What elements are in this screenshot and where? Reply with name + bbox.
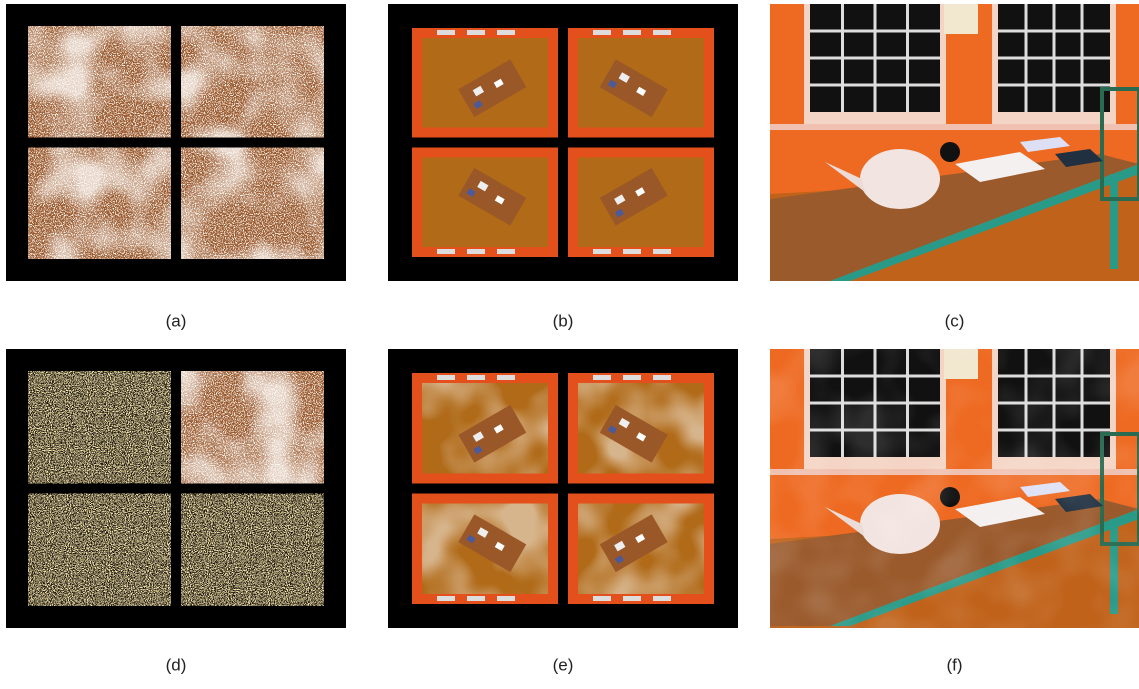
- panel: [770, 349, 1139, 628]
- window: [497, 249, 515, 254]
- window: [653, 249, 671, 254]
- window: [593, 596, 611, 601]
- window: [653, 30, 671, 35]
- window: [653, 375, 671, 380]
- window: [623, 30, 641, 35]
- window: [467, 30, 485, 35]
- panel: [6, 349, 346, 628]
- table-leg: [1110, 174, 1118, 269]
- panel: [6, 4, 346, 281]
- window: [437, 596, 455, 601]
- panel-label: (b): [553, 311, 574, 330]
- speckle: [181, 148, 324, 260]
- panel-label: (a): [166, 311, 187, 330]
- window: [593, 375, 611, 380]
- figure: (a) (b) (c) (d) (e) (f): [0, 0, 1139, 684]
- panel-label: (e): [553, 655, 574, 674]
- panel-label: (d): [166, 655, 187, 674]
- picture: [944, 4, 978, 34]
- speckle: [28, 494, 171, 607]
- window: [467, 375, 485, 380]
- window: [623, 596, 641, 601]
- panel: [388, 4, 738, 281]
- window: [497, 375, 515, 380]
- window: [437, 249, 455, 254]
- window: [593, 30, 611, 35]
- speckle: [181, 494, 324, 607]
- window: [497, 596, 515, 601]
- panel: [770, 4, 1139, 281]
- window: [653, 596, 671, 601]
- speckle: [28, 148, 171, 260]
- speckle: [28, 26, 171, 138]
- window: [623, 249, 641, 254]
- speckle: [181, 26, 324, 138]
- panel-label: (c): [945, 311, 965, 330]
- teapot: [860, 149, 940, 209]
- speckle: [181, 371, 324, 484]
- window: [593, 249, 611, 254]
- window: [623, 375, 641, 380]
- trim: [770, 124, 1139, 130]
- ball: [940, 142, 960, 162]
- window: [437, 30, 455, 35]
- panel: [388, 349, 738, 628]
- window: [467, 596, 485, 601]
- panel-label: (f): [946, 655, 962, 674]
- speckle: [28, 371, 171, 484]
- noise: [770, 349, 1139, 628]
- window: [437, 375, 455, 380]
- window: [467, 249, 485, 254]
- window: [497, 30, 515, 35]
